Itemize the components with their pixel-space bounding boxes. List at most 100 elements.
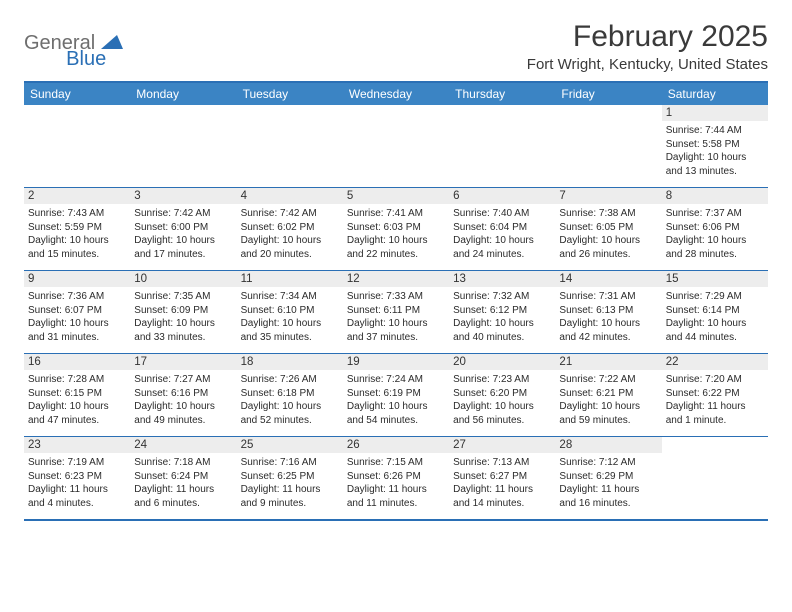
calendar-cell: 14 Sunrise: 7:31 AMSunset: 6:13 PMDayligh…: [555, 271, 661, 353]
day-number: 15: [662, 271, 768, 287]
day-info: Sunrise: 7:23 AMSunset: 6:20 PMDaylight:…: [453, 373, 551, 427]
day-number: 28: [555, 437, 661, 453]
calendar-grid: SundayMondayTuesdayWednesdayThursdayFrid…: [24, 81, 768, 521]
calendar-cell: 24Sunrise: 7:18 AMSunset: 6:24 PMDayligh…: [130, 437, 236, 519]
calendar-cell: [343, 105, 449, 187]
day-number: 27: [449, 437, 555, 453]
day-info: Sunrise: 7:28 AMSunset: 6:15 PMDaylight:…: [28, 373, 126, 427]
calendar-cell: 21 Sunrise: 7:22 AMSunset: 6:21 PMDayligh…: [555, 354, 661, 436]
day-number: 25: [237, 437, 343, 453]
day-info: Sunrise: 7:15 AMSunset: 6:26 PMDaylight:…: [347, 456, 445, 510]
day-info: Sunrise: 7:12 AMSunset: 6:29 PMDaylight:…: [559, 456, 657, 510]
day-info: Sunrise: 7:43 AMSunset: 5:59 PMDaylight:…: [28, 207, 126, 261]
weekday-header: Tuesday: [237, 83, 343, 105]
day-info: Sunrise: 7:24 AMSunset: 6:19 PMDaylight:…: [347, 373, 445, 427]
day-info: Sunrise: 7:34 AMSunset: 6:10 PMDaylight:…: [241, 290, 339, 344]
day-number: 16: [24, 354, 130, 370]
header: General Blue February 2025 Fort Wright, …: [24, 20, 768, 73]
weekday-header: Friday: [555, 83, 661, 105]
calendar-cell: 16 Sunrise: 7:28 AMSunset: 6:15 PMDayligh…: [24, 354, 130, 436]
day-info: Sunrise: 7:40 AMSunset: 6:04 PMDaylight:…: [453, 207, 551, 261]
day-number: 10: [130, 271, 236, 287]
day-info: Sunrise: 7:19 AMSunset: 6:23 PMDaylight:…: [28, 456, 126, 510]
day-info: Sunrise: 7:36 AMSunset: 6:07 PMDaylight:…: [28, 290, 126, 344]
location-text: Fort Wright, Kentucky, United States: [527, 56, 768, 73]
day-info: Sunrise: 7:35 AMSunset: 6:09 PMDaylight:…: [134, 290, 232, 344]
calendar-cell: [662, 437, 768, 519]
calendar-cell: [130, 105, 236, 187]
day-number: 4: [237, 188, 343, 204]
calendar-cell: 8 Sunrise: 7:37 AMSunset: 6:06 PMDaylight…: [662, 188, 768, 270]
calendar-week: 16 Sunrise: 7:28 AMSunset: 6:15 PMDayligh…: [24, 353, 768, 436]
day-number: 12: [343, 271, 449, 287]
day-number: 6: [449, 188, 555, 204]
day-info: Sunrise: 7:20 AMSunset: 6:22 PMDaylight:…: [666, 373, 764, 427]
calendar-cell: 12Sunrise: 7:33 AMSunset: 6:11 PMDayligh…: [343, 271, 449, 353]
day-info: Sunrise: 7:44 AMSunset: 5:58 PMDaylight:…: [666, 124, 764, 178]
calendar-cell: 11 Sunrise: 7:34 AMSunset: 6:10 PMDayligh…: [237, 271, 343, 353]
calendar-week: 23 Sunrise: 7:19 AMSunset: 6:23 PMDayligh…: [24, 436, 768, 519]
weekday-header: Wednesday: [343, 83, 449, 105]
weekday-header-row: SundayMondayTuesdayWednesdayThursdayFrid…: [24, 83, 768, 105]
calendar-cell: 3Sunrise: 7:42 AMSunset: 6:00 PMDaylight…: [130, 188, 236, 270]
calendar-cell: [449, 105, 555, 187]
day-number: 1: [662, 105, 768, 121]
weekday-header: Monday: [130, 83, 236, 105]
day-info: Sunrise: 7:29 AMSunset: 6:14 PMDaylight:…: [666, 290, 764, 344]
calendar-cell: 22 Sunrise: 7:20 AMSunset: 6:22 PMDayligh…: [662, 354, 768, 436]
calendar-cell: [237, 105, 343, 187]
calendar-cell: 4 Sunrise: 7:42 AMSunset: 6:02 PMDaylight…: [237, 188, 343, 270]
calendar-cell: 19Sunrise: 7:24 AMSunset: 6:19 PMDayligh…: [343, 354, 449, 436]
calendar-cell: 7 Sunrise: 7:38 AMSunset: 6:05 PMDaylight…: [555, 188, 661, 270]
day-number: 22: [662, 354, 768, 370]
day-info: Sunrise: 7:16 AMSunset: 6:25 PMDaylight:…: [241, 456, 339, 510]
day-number: 8: [662, 188, 768, 204]
calendar-cell: 13Sunrise: 7:32 AMSunset: 6:12 PMDayligh…: [449, 271, 555, 353]
day-number: 20: [449, 354, 555, 370]
day-number: 9: [24, 271, 130, 287]
day-info: Sunrise: 7:26 AMSunset: 6:18 PMDaylight:…: [241, 373, 339, 427]
day-info: Sunrise: 7:18 AMSunset: 6:24 PMDaylight:…: [134, 456, 232, 510]
day-info: Sunrise: 7:13 AMSunset: 6:27 PMDaylight:…: [453, 456, 551, 510]
day-info: Sunrise: 7:31 AMSunset: 6:13 PMDaylight:…: [559, 290, 657, 344]
calendar-week: 9 Sunrise: 7:36 AMSunset: 6:07 PMDaylight…: [24, 270, 768, 353]
calendar-cell: 18 Sunrise: 7:26 AMSunset: 6:18 PMDayligh…: [237, 354, 343, 436]
brand-word-2: Blue: [66, 48, 106, 70]
calendar-cell: 1 Sunrise: 7:44 AMSunset: 5:58 PMDaylight…: [662, 105, 768, 187]
weeks-container: 1 Sunrise: 7:44 AMSunset: 5:58 PMDaylight…: [24, 105, 768, 519]
calendar-cell: 9 Sunrise: 7:36 AMSunset: 6:07 PMDaylight…: [24, 271, 130, 353]
day-number: 5: [343, 188, 449, 204]
day-number: 2: [24, 188, 130, 204]
calendar-cell: 10 Sunrise: 7:35 AMSunset: 6:09 PMDayligh…: [130, 271, 236, 353]
weekday-header: Thursday: [449, 83, 555, 105]
day-number: 18: [237, 354, 343, 370]
day-info: Sunrise: 7:22 AMSunset: 6:21 PMDaylight:…: [559, 373, 657, 427]
day-number: 17: [130, 354, 236, 370]
month-title: February 2025: [527, 20, 768, 54]
day-number: 3: [130, 188, 236, 204]
calendar-week: 2 Sunrise: 7:43 AMSunset: 5:59 PMDaylight…: [24, 187, 768, 270]
day-number: 21: [555, 354, 661, 370]
brand-logo: General Blue: [24, 20, 166, 55]
day-info: Sunrise: 7:27 AMSunset: 6:16 PMDaylight:…: [134, 373, 232, 427]
calendar-cell: 28 Sunrise: 7:12 AMSunset: 6:29 PMDayligh…: [555, 437, 661, 519]
day-info: Sunrise: 7:41 AMSunset: 6:03 PMDaylight:…: [347, 207, 445, 261]
calendar-page: General Blue February 2025 Fort Wright, …: [0, 0, 792, 541]
calendar-cell: 17 Sunrise: 7:27 AMSunset: 6:16 PMDayligh…: [130, 354, 236, 436]
weekday-header: Sunday: [24, 83, 130, 105]
day-number: 14: [555, 271, 661, 287]
calendar-cell: 2 Sunrise: 7:43 AMSunset: 5:59 PMDaylight…: [24, 188, 130, 270]
day-number: 23: [24, 437, 130, 453]
calendar-cell: 5 Sunrise: 7:41 AMSunset: 6:03 PMDaylight…: [343, 188, 449, 270]
day-info: Sunrise: 7:38 AMSunset: 6:05 PMDaylight:…: [559, 207, 657, 261]
calendar-cell: [24, 105, 130, 187]
calendar-cell: 25 Sunrise: 7:16 AMSunset: 6:25 PMDayligh…: [237, 437, 343, 519]
day-number: 7: [555, 188, 661, 204]
day-number: 11: [237, 271, 343, 287]
day-number: 13: [449, 271, 555, 287]
day-info: Sunrise: 7:42 AMSunset: 6:02 PMDaylight:…: [241, 207, 339, 261]
calendar-cell: 23 Sunrise: 7:19 AMSunset: 6:23 PMDayligh…: [24, 437, 130, 519]
day-info: Sunrise: 7:37 AMSunset: 6:06 PMDaylight:…: [666, 207, 764, 261]
calendar-cell: 6 Sunrise: 7:40 AMSunset: 6:04 PMDaylight…: [449, 188, 555, 270]
day-number: 26: [343, 437, 449, 453]
